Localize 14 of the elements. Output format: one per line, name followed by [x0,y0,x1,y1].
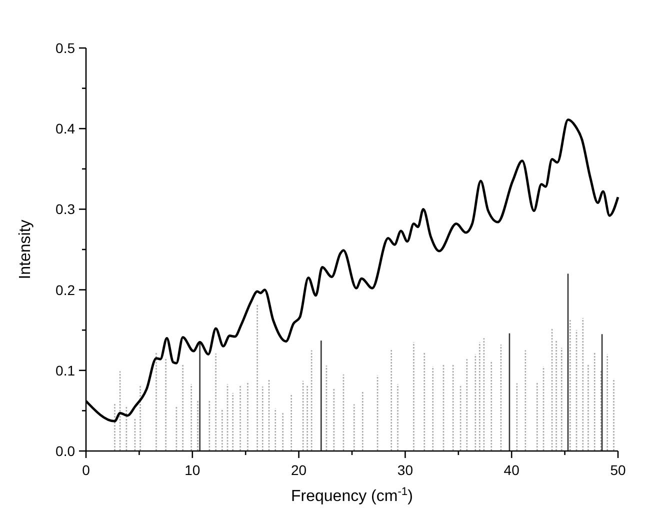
y-axis-title: Intensity [17,220,34,280]
y-tick-label: 0.2 [56,282,76,298]
y-tick-label: 0.0 [56,443,76,459]
x-tick-label: 30 [397,462,414,478]
x-tick-label: 20 [291,462,307,478]
x-tick-label: 50 [610,462,626,478]
x-tick-label: 40 [504,462,520,478]
x-tick-label: 0 [82,462,90,478]
y-tick-label: 0.5 [56,40,76,56]
y-tick-label: 0.1 [56,362,76,378]
y-tick-label: 0.3 [56,201,76,218]
x-tick-label: 10 [184,462,200,478]
x-axis-title: Frequency (cm$^{-1}$) [291,486,413,505]
y-tick-label: 0.4 [56,120,76,137]
